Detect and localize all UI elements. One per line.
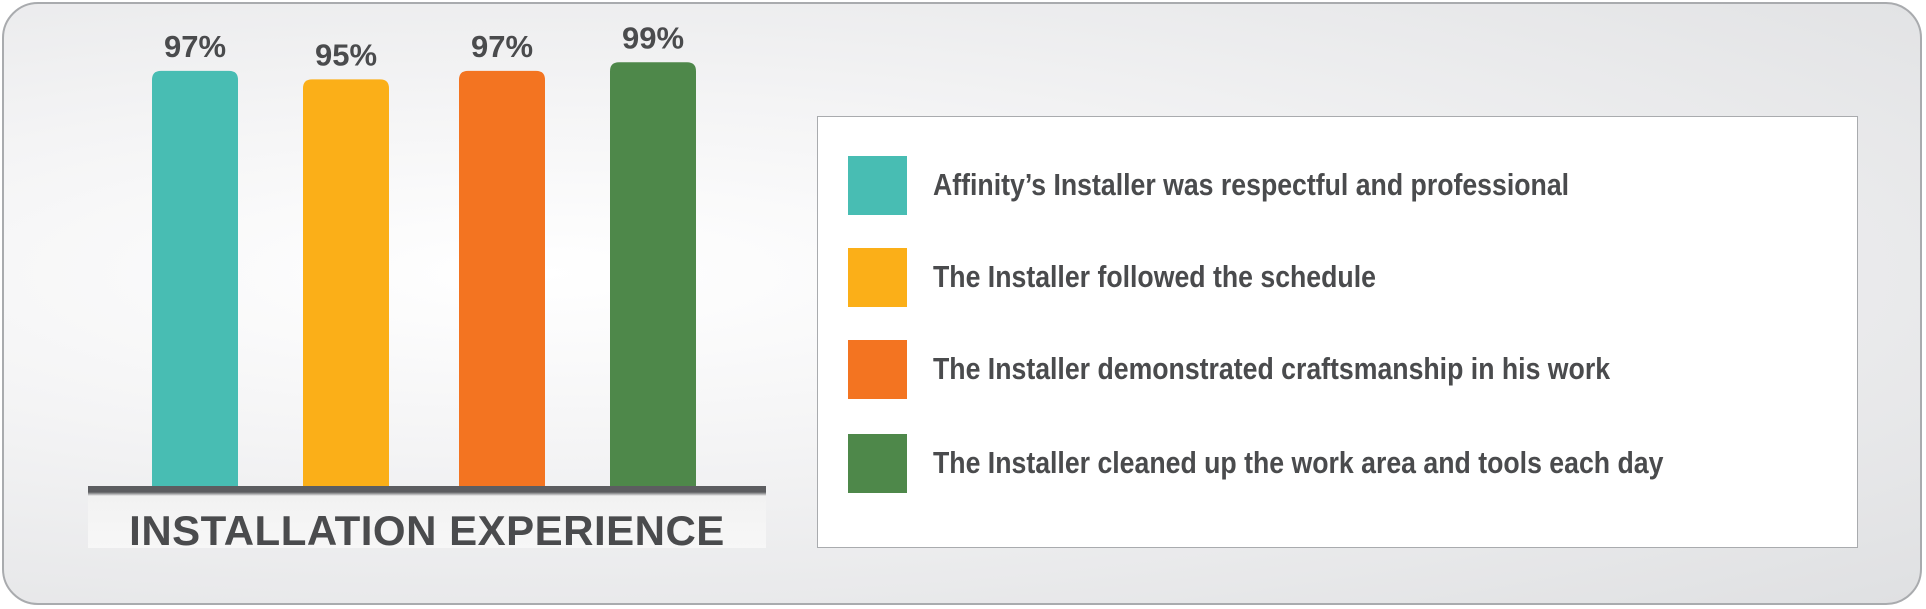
legend-item-4: The Installer cleaned up the work area a… bbox=[848, 433, 1782, 493]
legend-label-3: The Installer demonstrated craftsmanship… bbox=[933, 351, 1611, 386]
bar-value-label-1: 97% bbox=[164, 29, 226, 64]
legend-label-1: Affinity’s Installer was respectful and … bbox=[933, 167, 1570, 202]
bar-chart: 97% 95% 97% 99% bbox=[152, 20, 696, 487]
bar-value-label-2: 95% bbox=[315, 37, 377, 72]
chart-baseline bbox=[88, 486, 766, 548]
legend-swatch-2 bbox=[848, 247, 907, 307]
bar-3 bbox=[459, 70, 545, 486]
bar-1 bbox=[152, 70, 238, 486]
legend-item-2: The Installer followed the schedule bbox=[848, 247, 1448, 307]
chart-title: INSTALLATION EXPERIENCE bbox=[129, 507, 725, 554]
bar-value-label-3: 97% bbox=[471, 29, 533, 64]
bar-2 bbox=[303, 79, 389, 487]
bar-4 bbox=[610, 62, 696, 486]
bar-value-label-4: 99% bbox=[622, 20, 684, 55]
legend-item-3: The Installer demonstrated craftsmanship… bbox=[848, 339, 1720, 399]
legend-swatch-3 bbox=[848, 339, 907, 399]
legend-swatch-4 bbox=[848, 433, 907, 493]
legend-item-1: Affinity’s Installer was respectful and … bbox=[848, 155, 1673, 215]
legend-label-2: The Installer followed the schedule bbox=[933, 259, 1376, 294]
legend: Affinity’s Installer was respectful and … bbox=[817, 116, 1858, 548]
legend-label-4: The Installer cleaned up the work area a… bbox=[933, 445, 1664, 480]
legend-swatch-1 bbox=[848, 155, 907, 215]
